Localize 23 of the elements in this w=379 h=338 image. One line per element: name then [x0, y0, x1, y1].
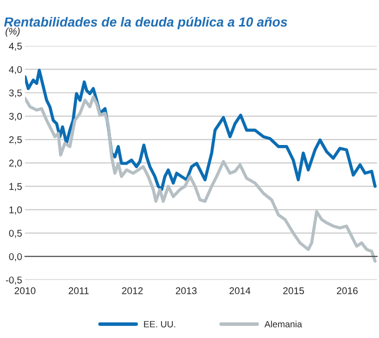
x-tick-label: 2016 — [336, 287, 358, 294]
x-tick-label: 2012 — [122, 287, 143, 294]
y-tick-label: 2,0 — [9, 160, 22, 168]
y-tick-label: 1,0 — [9, 206, 22, 214]
y-tick-label: 4,0 — [8, 66, 22, 74]
y-axis-title: (%) — [6, 28, 20, 37]
y-tick-label: 0,5 — [9, 230, 22, 238]
y-tick-label: 4,5 — [8, 42, 22, 51]
y-tick-label: 3,5 — [9, 89, 22, 98]
y-tick-label: 3,0 — [9, 112, 22, 121]
legend-label: Alemania — [264, 320, 302, 328]
y-tick-label: 2,5 — [9, 136, 22, 144]
y-tick-label: 1,5 — [9, 183, 22, 192]
line-series — [25, 68, 377, 192]
x-tick-label: 2010 — [14, 287, 36, 294]
legend-label: EE. UU. — [144, 321, 176, 328]
line-series — [25, 95, 377, 263]
x-tick-label: 2015 — [283, 287, 304, 294]
x-tick-label: 2011 — [68, 287, 89, 294]
y-tick-label: -0,5 — [6, 276, 22, 285]
x-tick-label: 2013 — [176, 287, 197, 294]
x-tick-label: 2014 — [230, 287, 250, 294]
y-tick-label: 0,0 — [9, 253, 22, 262]
